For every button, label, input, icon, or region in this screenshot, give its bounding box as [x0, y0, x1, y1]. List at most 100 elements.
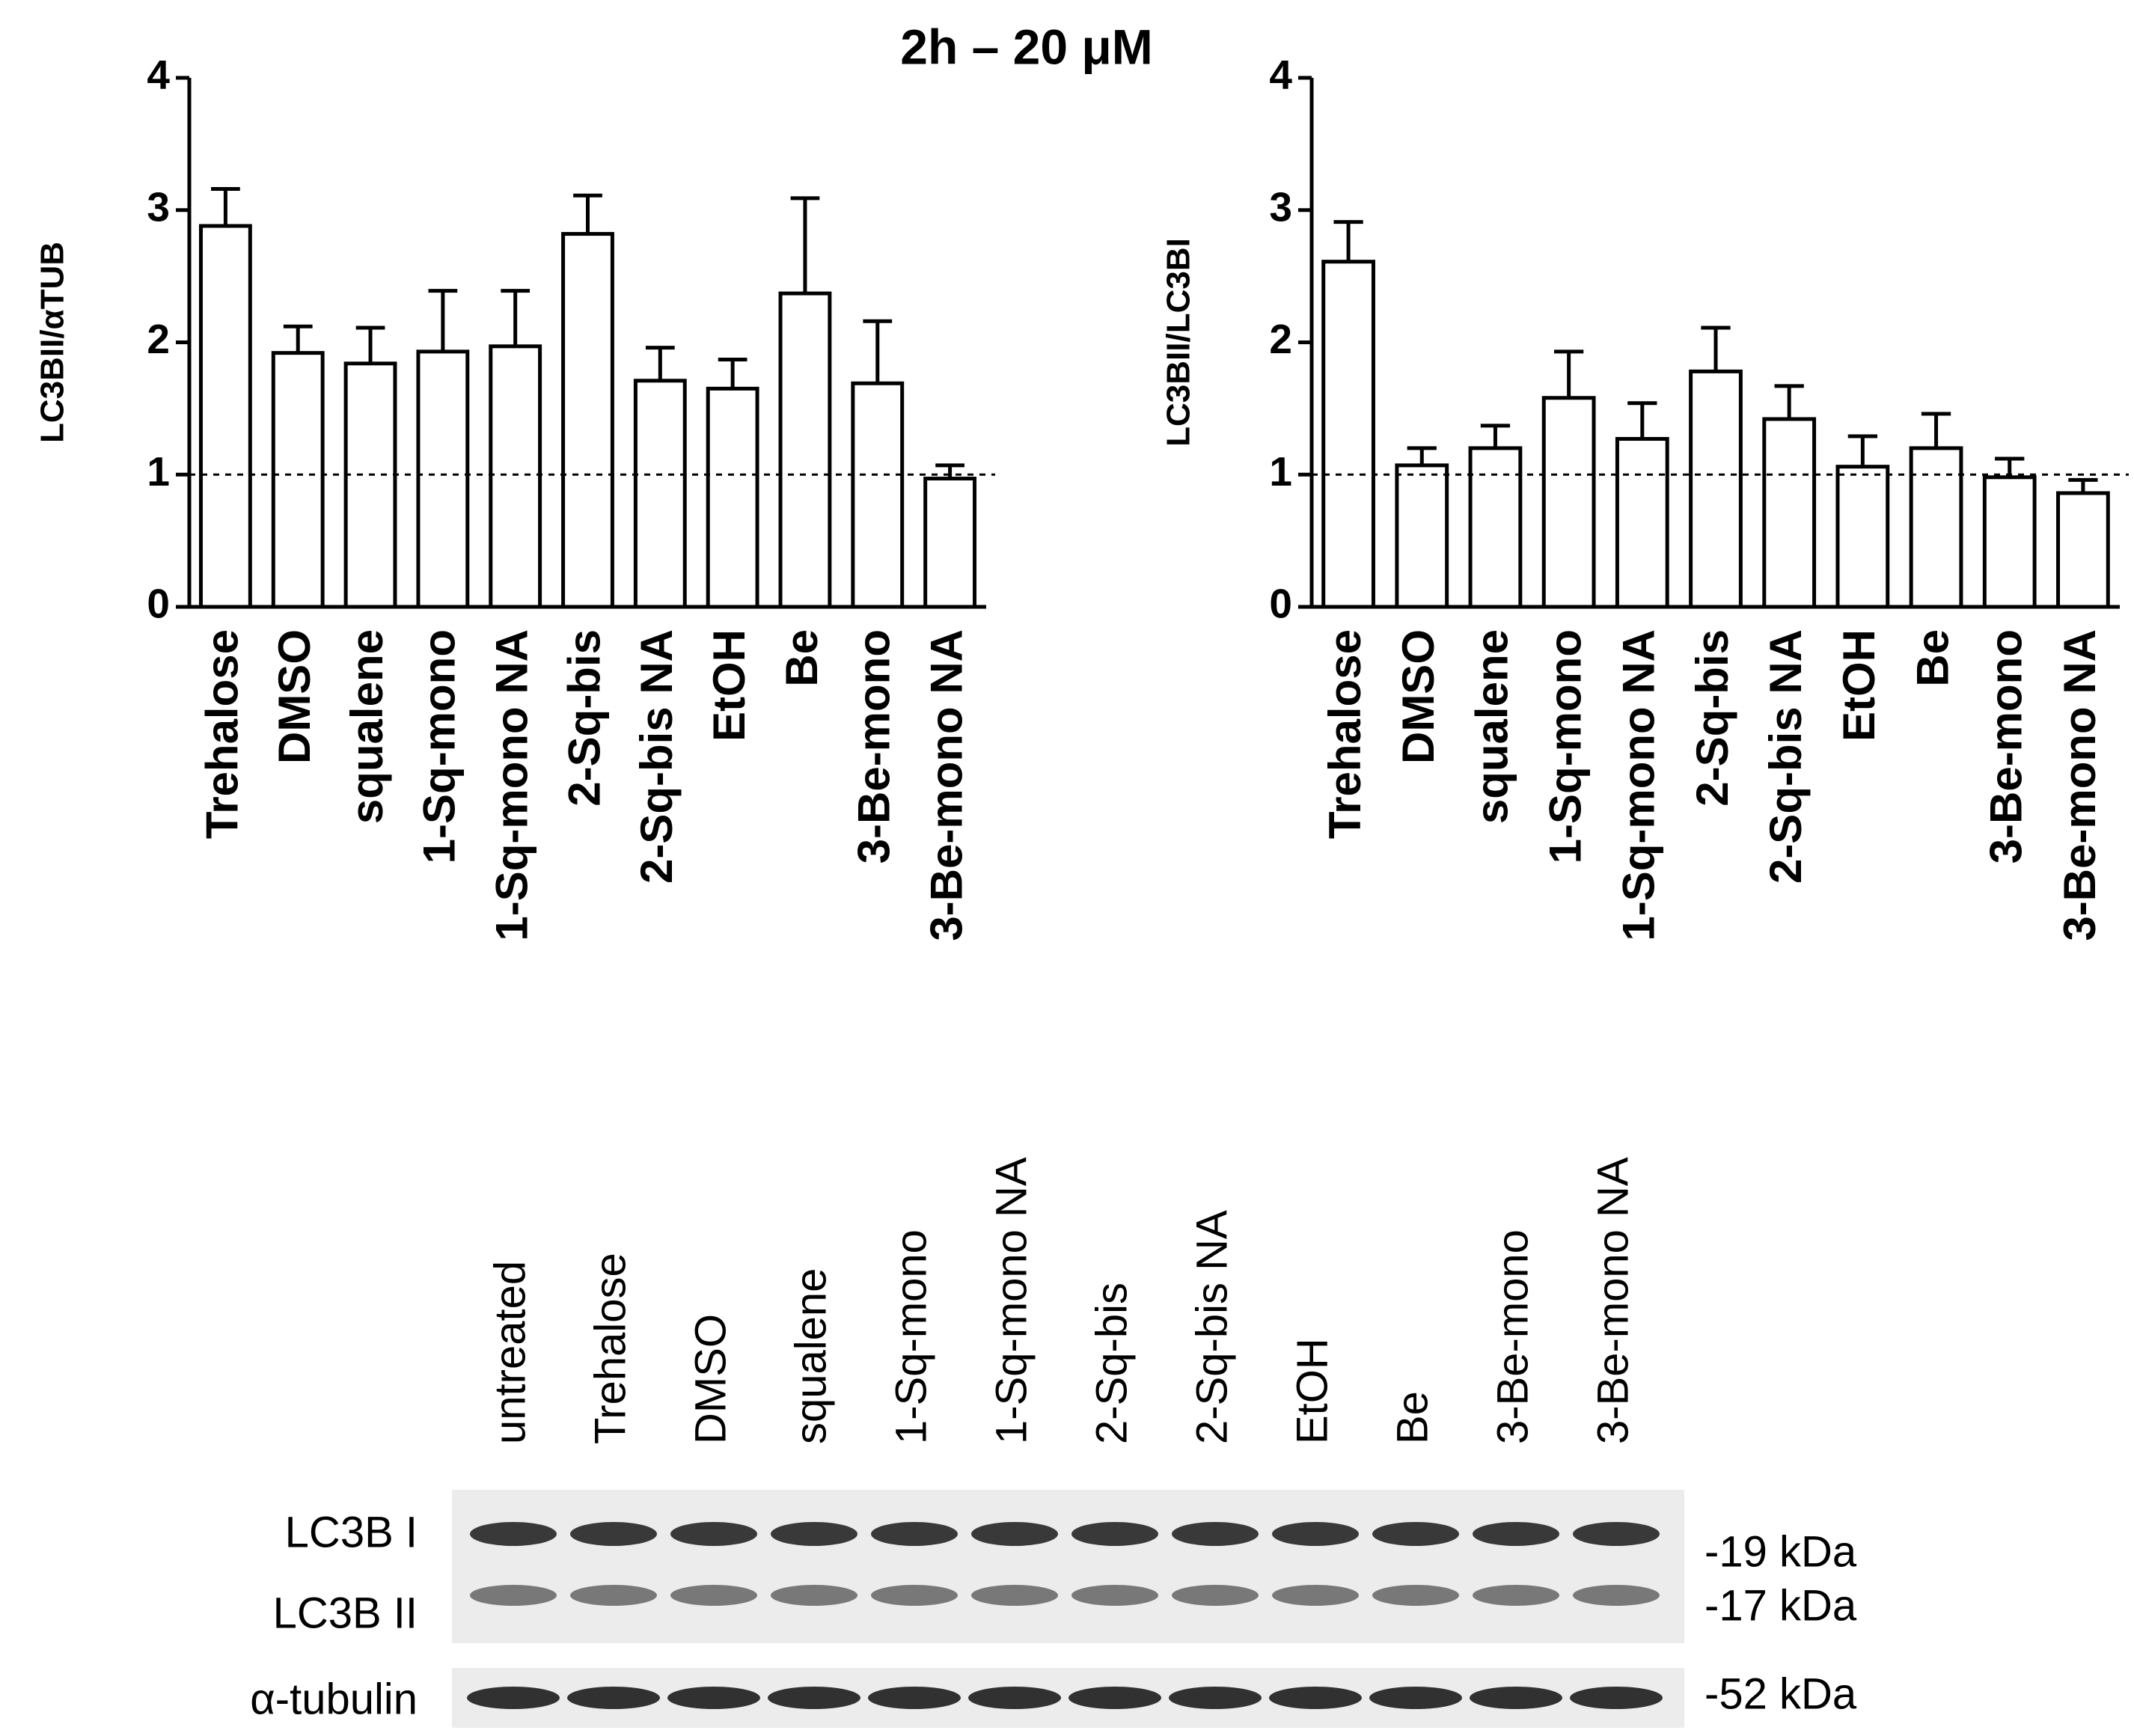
x-tick-label: 1-Sq-mono NA — [1614, 629, 1664, 941]
band-lc3b-2 — [971, 1585, 1058, 1606]
x-tick-label: 2-Sq-bis — [559, 629, 609, 807]
lane-label: 1-Sq-mono NA — [987, 1157, 1036, 1444]
bar — [1541, 396, 1596, 609]
y-axis-label: LC3BII/αTUB — [34, 242, 71, 443]
band-lc3b-1 — [1372, 1522, 1459, 1546]
y-tick-label: 1 — [147, 448, 170, 495]
band-tubulin — [467, 1687, 560, 1709]
bar — [1762, 417, 1817, 609]
bar — [633, 379, 687, 609]
x-tick-label: 3-Be-mono NA — [921, 629, 971, 941]
band-lc3b-2 — [670, 1585, 757, 1606]
band-lc3b-1 — [670, 1522, 757, 1546]
bar — [1982, 475, 2037, 609]
band-tubulin — [667, 1687, 760, 1709]
marker-label: -17 kDa — [1705, 1581, 1857, 1630]
x-tick-label: EtOH — [704, 629, 754, 742]
bar — [1468, 446, 1523, 609]
blot-panel-lc3 — [452, 1490, 1684, 1643]
bar — [343, 361, 397, 609]
lane-label: 1-Sq-mono — [887, 1229, 935, 1444]
band-lc3b-2 — [1272, 1585, 1359, 1606]
band-tubulin — [968, 1687, 1061, 1709]
bar — [923, 477, 977, 609]
y-tick-label: 2 — [147, 316, 170, 362]
band-lc3b-2 — [1172, 1585, 1259, 1606]
band-label: LC3B I — [285, 1508, 418, 1556]
lane-label: DMSO — [686, 1314, 735, 1444]
x-tick-label: Trehalose — [197, 629, 247, 839]
x-tick-label: 2-Sq-bis NA — [1761, 629, 1811, 884]
band-tubulin — [1470, 1687, 1562, 1709]
band-lc3b-2 — [1372, 1585, 1459, 1606]
lane-label: 2-Sq-bis — [1087, 1283, 1136, 1444]
bar — [1615, 437, 1669, 609]
y-tick-label: 3 — [147, 183, 170, 230]
band-label: LC3B II — [273, 1589, 418, 1637]
band-tubulin — [1169, 1687, 1262, 1709]
bar — [489, 344, 542, 609]
band-lc3b-1 — [771, 1522, 857, 1546]
band-lc3b-2 — [1071, 1585, 1158, 1606]
band-tubulin — [768, 1687, 860, 1709]
band-lc3b-2 — [771, 1585, 857, 1606]
lane-label: squalene — [786, 1268, 835, 1444]
band-lc3b-2 — [871, 1585, 958, 1606]
lane-label: 3-Be-mono NA — [1589, 1157, 1637, 1444]
band-lc3b-1 — [1473, 1522, 1559, 1546]
band-lc3b-1 — [1573, 1522, 1660, 1546]
y-tick-label: 2 — [1269, 316, 1292, 362]
bar — [1835, 465, 1890, 609]
band-lc3b-1 — [1071, 1522, 1158, 1546]
y-tick-label: 0 — [1269, 581, 1292, 627]
x-tick-label: 1-Sq-mono — [415, 629, 465, 864]
y-tick-label: 4 — [147, 52, 170, 98]
band-lc3b-1 — [1272, 1522, 1359, 1546]
bar — [561, 232, 614, 609]
marker-label: -19 kDa — [1705, 1527, 1857, 1576]
x-tick-label: Be — [777, 629, 827, 687]
band-lc3b-1 — [470, 1522, 557, 1546]
bar — [1321, 260, 1375, 609]
band-tubulin — [1369, 1687, 1462, 1709]
x-tick-label: 3-Be-mono NA — [2055, 629, 2105, 941]
x-tick-label: DMSO — [269, 629, 320, 764]
band-lc3b-2 — [1573, 1585, 1660, 1606]
band-tubulin — [1570, 1687, 1663, 1709]
band-label: α-tubulin — [250, 1675, 418, 1723]
lane-label: Be — [1388, 1391, 1437, 1444]
x-tick-label: Trehalose — [1320, 629, 1370, 839]
bar — [1909, 446, 1963, 609]
bar — [706, 386, 759, 609]
lane-label: Trehalose — [586, 1253, 635, 1444]
x-tick-label: DMSO — [1393, 629, 1443, 764]
x-tick-label: 1-Sq-mono — [1540, 629, 1590, 864]
x-tick-label: squalene — [1467, 629, 1517, 824]
y-tick-label: 0 — [147, 581, 170, 627]
marker-label: -52 kDa — [1705, 1669, 1857, 1718]
bar — [1689, 369, 1743, 609]
bar — [2056, 491, 2110, 609]
band-tubulin — [567, 1687, 660, 1709]
x-tick-label: 3-Be-mono — [1981, 629, 2031, 864]
band-tubulin — [1068, 1687, 1161, 1709]
x-tick-label: 1-Sq-mono NA — [487, 629, 537, 941]
bar — [271, 351, 325, 609]
bar — [1395, 463, 1449, 609]
y-tick-label: 1 — [1269, 448, 1292, 495]
bar — [778, 291, 832, 609]
bar — [851, 381, 905, 609]
lane-label: 3-Be-mono — [1488, 1229, 1537, 1444]
y-axis-label: LC3BII/LC3BI — [1161, 238, 1197, 447]
band-lc3b-1 — [570, 1522, 657, 1546]
band-lc3b-2 — [1473, 1585, 1559, 1606]
x-tick-label: squalene — [342, 629, 392, 824]
band-lc3b-1 — [971, 1522, 1058, 1546]
x-tick-label: 2-Sq-bis — [1687, 629, 1737, 807]
figure-title: 2h – 20 μM — [900, 19, 1153, 74]
band-lc3b-1 — [1172, 1522, 1259, 1546]
bar — [416, 349, 470, 609]
lane-label: EtOH — [1288, 1338, 1336, 1444]
x-tick-label: Be — [1907, 629, 1957, 687]
